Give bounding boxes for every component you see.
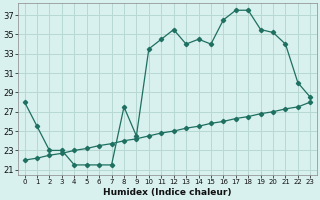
X-axis label: Humidex (Indice chaleur): Humidex (Indice chaleur) bbox=[103, 188, 232, 197]
